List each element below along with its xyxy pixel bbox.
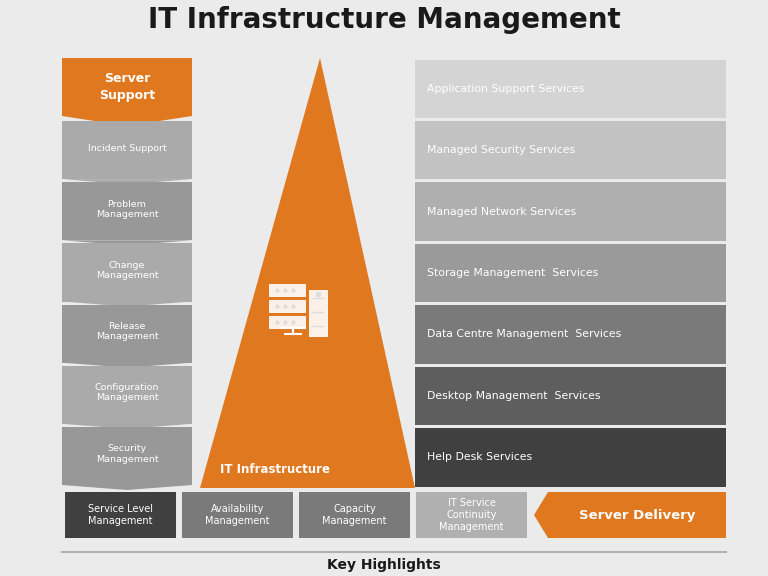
Polygon shape bbox=[534, 492, 726, 538]
FancyBboxPatch shape bbox=[62, 121, 192, 179]
Polygon shape bbox=[200, 58, 415, 488]
FancyBboxPatch shape bbox=[65, 492, 176, 538]
Polygon shape bbox=[62, 301, 192, 306]
Text: IT Service
Continuity
Management: IT Service Continuity Management bbox=[439, 498, 504, 532]
FancyBboxPatch shape bbox=[269, 300, 306, 313]
FancyBboxPatch shape bbox=[182, 492, 293, 538]
Text: Key Highlights: Key Highlights bbox=[327, 558, 441, 572]
FancyBboxPatch shape bbox=[309, 290, 327, 336]
Text: Problem
Management: Problem Management bbox=[96, 199, 158, 219]
FancyBboxPatch shape bbox=[415, 59, 726, 118]
FancyBboxPatch shape bbox=[415, 305, 726, 363]
FancyBboxPatch shape bbox=[269, 316, 306, 328]
FancyBboxPatch shape bbox=[415, 183, 726, 241]
Text: Configuration
Management: Configuration Management bbox=[94, 383, 159, 403]
Text: Server
Support: Server Support bbox=[99, 73, 155, 101]
Text: IT Infrastructure Management: IT Infrastructure Management bbox=[147, 6, 621, 34]
FancyBboxPatch shape bbox=[415, 367, 726, 425]
Text: Managed Network Services: Managed Network Services bbox=[427, 207, 576, 217]
FancyBboxPatch shape bbox=[415, 428, 726, 487]
Text: Security
Management: Security Management bbox=[96, 444, 158, 464]
FancyBboxPatch shape bbox=[62, 305, 192, 363]
Text: Change
Management: Change Management bbox=[96, 261, 158, 280]
Polygon shape bbox=[62, 485, 192, 490]
Text: Server Delivery: Server Delivery bbox=[579, 509, 695, 521]
FancyBboxPatch shape bbox=[416, 492, 527, 538]
FancyBboxPatch shape bbox=[299, 492, 410, 538]
Polygon shape bbox=[62, 363, 192, 367]
FancyBboxPatch shape bbox=[415, 121, 726, 179]
Text: Incident Support: Incident Support bbox=[88, 143, 167, 153]
FancyBboxPatch shape bbox=[62, 366, 192, 424]
Text: Availability
Management: Availability Management bbox=[205, 504, 270, 526]
Text: Managed Security Services: Managed Security Services bbox=[427, 145, 575, 155]
Polygon shape bbox=[62, 240, 192, 245]
FancyBboxPatch shape bbox=[269, 283, 306, 297]
Text: Service Level
Management: Service Level Management bbox=[88, 504, 153, 526]
Text: Desktop Management  Services: Desktop Management Services bbox=[427, 391, 601, 401]
Text: Help Desk Services: Help Desk Services bbox=[427, 452, 532, 463]
Polygon shape bbox=[62, 179, 192, 184]
Text: Capacity
Management: Capacity Management bbox=[323, 504, 387, 526]
FancyBboxPatch shape bbox=[62, 58, 192, 116]
Text: Application Support Services: Application Support Services bbox=[427, 84, 584, 94]
FancyBboxPatch shape bbox=[62, 182, 192, 240]
Text: Data Centre Management  Services: Data Centre Management Services bbox=[427, 329, 621, 339]
FancyBboxPatch shape bbox=[62, 243, 192, 301]
Text: Release
Management: Release Management bbox=[96, 322, 158, 342]
Text: IT Infrastructure: IT Infrastructure bbox=[220, 463, 330, 476]
Polygon shape bbox=[62, 424, 192, 429]
FancyBboxPatch shape bbox=[415, 244, 726, 302]
Text: Storage Management  Services: Storage Management Services bbox=[427, 268, 598, 278]
FancyBboxPatch shape bbox=[62, 427, 192, 485]
Polygon shape bbox=[62, 116, 192, 126]
